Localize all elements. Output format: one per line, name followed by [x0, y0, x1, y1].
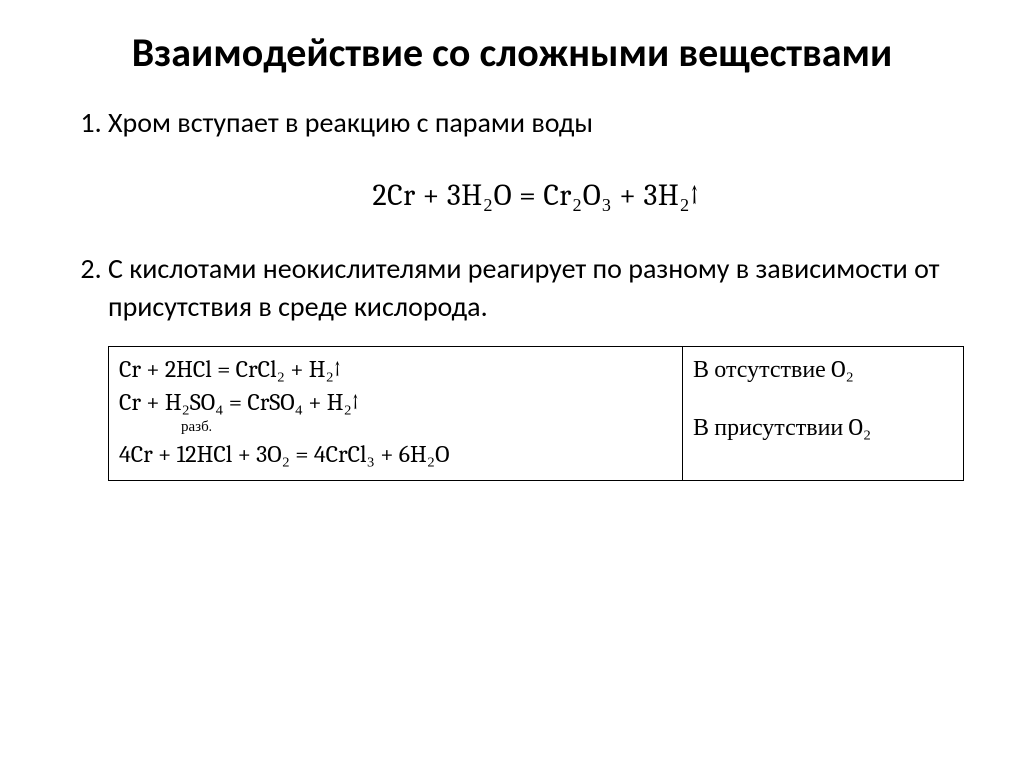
list-item-1-text: Хром вступает в реакцию с парами воды — [108, 105, 593, 140]
condition-1: В отсутствие O₂ — [693, 353, 953, 385]
list-item-2-text: С кислотами неокислителями реагирует по … — [108, 251, 939, 324]
list-item-1: Хром вступает в реакцию с парами воды 2C… — [108, 104, 964, 216]
table-row: Cr + 2HCl = CrCl₂ + H₂↑ Cr + H₂SO₄ = CrS… — [109, 346, 964, 480]
reactions-cell: Cr + 2HCl = CrCl₂ + H₂↑ Cr + H₂SO₄ = CrS… — [109, 346, 683, 480]
reaction-1: Cr + 2HCl = CrCl₂ + H₂↑ — [119, 353, 672, 387]
body-list: Хром вступает в реакцию с парами воды 2C… — [60, 104, 964, 481]
slide: Взаимодействие со сложными веществами Хр… — [0, 0, 1024, 767]
reactions-table: Cr + 2HCl = CrCl₂ + H₂↑ Cr + H₂SO₄ = CrS… — [108, 346, 964, 481]
list-item-2: С кислотами неокислителями реагирует по … — [108, 250, 964, 481]
conditions-cell: В отсутствие O₂ В присутствии O₂ — [683, 346, 964, 480]
condition-2: В присутствии O₂ — [693, 411, 953, 443]
reaction-3: 4Cr + 12HCl + 3O₂ = 4CrCl₃ + 6H₂O — [119, 438, 672, 472]
slide-title: Взаимодействие со сложными веществами — [60, 30, 964, 76]
reaction-2: Cr + H₂SO₄ = CrSO₄ + H₂↑ — [119, 386, 672, 420]
equation-center: 2Cr + 3H₂O = Cr₂O₃ + 3H₂↑ — [108, 176, 964, 217]
